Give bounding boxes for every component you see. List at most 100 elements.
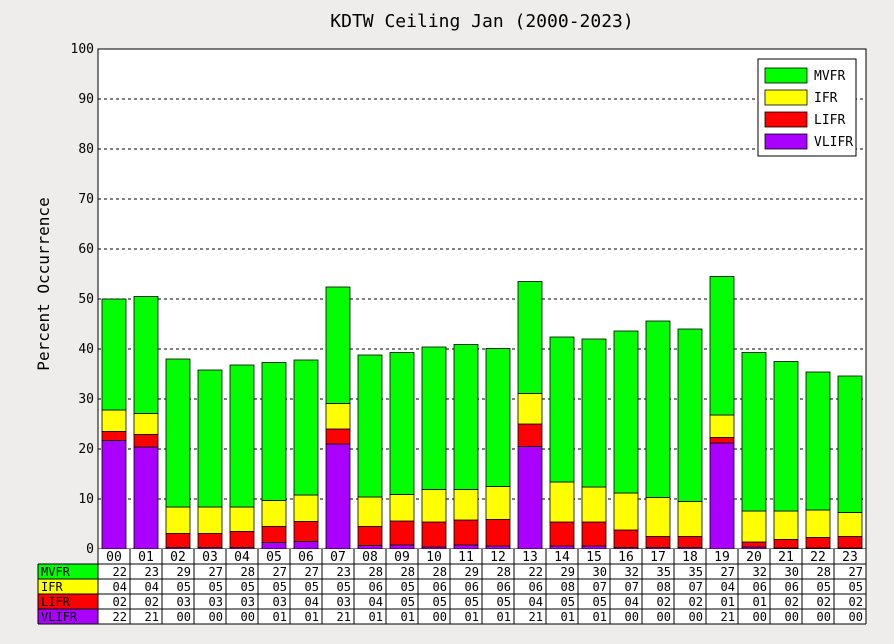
y-tick-label: 50 xyxy=(78,292,94,307)
x-tick-label-02: 02 xyxy=(170,550,186,565)
y-tick-label: 90 xyxy=(78,92,94,107)
table-cell: 06 xyxy=(433,580,447,594)
bar-lifr-17 xyxy=(645,536,671,548)
table-cell: 08 xyxy=(561,580,575,594)
bar-mvfr-15 xyxy=(581,338,607,488)
table-cell: 04 xyxy=(369,595,383,609)
bar-mvfr-06 xyxy=(293,359,319,496)
table-cell: 03 xyxy=(241,595,255,609)
table-cell: 28 xyxy=(497,565,511,579)
table-cell: 27 xyxy=(305,565,319,579)
table-cell: 21 xyxy=(529,610,543,624)
x-tick-label-23: 23 xyxy=(842,550,858,565)
bar-mvfr-23 xyxy=(837,375,863,513)
bar-ifr-16 xyxy=(613,492,639,531)
table-cell: 27 xyxy=(721,565,735,579)
table-row-label-bg xyxy=(38,579,98,594)
table-row-label-bg xyxy=(38,564,98,579)
bar-lifr-12 xyxy=(485,519,511,547)
bar-lifr-02 xyxy=(165,533,191,548)
bar-mvfr-04 xyxy=(229,364,255,508)
table-cell: 05 xyxy=(337,580,351,594)
table-cell: 06 xyxy=(529,580,543,594)
bar-mvfr-21 xyxy=(773,361,799,512)
bar-ifr-09 xyxy=(389,494,415,522)
table-cell: 06 xyxy=(497,580,511,594)
x-tick-label-07: 07 xyxy=(330,550,346,565)
legend-label-vlifr: VLIFR xyxy=(814,135,853,150)
bar-vlifr-06 xyxy=(293,541,319,550)
table-cell: 00 xyxy=(785,610,799,624)
table-cell: 04 xyxy=(113,580,127,594)
bar-vlifr-13 xyxy=(517,446,543,550)
y-axis-ticks: 0 10 20 30 40 50 60 70 80 90 100 xyxy=(71,42,94,557)
table-cell: 00 xyxy=(689,610,703,624)
y-tick-label: 10 xyxy=(78,492,94,507)
bar-lifr-13 xyxy=(517,423,543,447)
bar-ifr-01 xyxy=(133,413,159,435)
bar-mvfr-08 xyxy=(357,354,383,498)
table-cell: 06 xyxy=(465,580,479,594)
table-cell: 02 xyxy=(689,595,703,609)
x-tick-label-00: 00 xyxy=(106,550,122,565)
bar-lifr-18 xyxy=(677,536,703,548)
table-cell: 00 xyxy=(433,610,447,624)
bar-mvfr-18 xyxy=(677,328,703,502)
table-cell: 07 xyxy=(689,580,703,594)
table-cell: 04 xyxy=(721,580,735,594)
table-cell: 35 xyxy=(689,565,703,579)
table-cell: 02 xyxy=(145,595,159,609)
bar-lifr-15 xyxy=(581,521,607,547)
table-cell: 03 xyxy=(209,595,223,609)
table-cell: 05 xyxy=(273,580,287,594)
bar-mvfr-22 xyxy=(805,371,831,511)
table-cell: 30 xyxy=(785,565,799,579)
table-cell: 28 xyxy=(401,565,415,579)
table-cell: 27 xyxy=(209,565,223,579)
bar-vlifr-11 xyxy=(453,544,479,550)
bar-mvfr-11 xyxy=(453,344,479,490)
bar-lifr-08 xyxy=(357,526,383,546)
table-cell: 00 xyxy=(625,610,639,624)
bar-ifr-17 xyxy=(645,497,671,537)
x-tick-label-17: 17 xyxy=(650,550,666,565)
table-cell: 06 xyxy=(785,580,799,594)
legend-label-lifr: LIFR xyxy=(814,113,845,128)
table-cell: 05 xyxy=(849,580,863,594)
bar-ifr-15 xyxy=(581,486,607,523)
bar-lifr-14 xyxy=(549,521,575,547)
legend-swatch-vlifr xyxy=(764,133,808,150)
table-cell: 02 xyxy=(657,595,671,609)
bar-lifr-19 xyxy=(709,437,735,444)
table-cell: 22 xyxy=(113,610,127,624)
bar-ifr-20 xyxy=(741,510,767,543)
table-cell: 01 xyxy=(721,595,735,609)
table-row-label-mvfr: MVFR xyxy=(41,565,71,579)
table-cell: 02 xyxy=(817,595,831,609)
bar-ifr-08 xyxy=(357,496,383,527)
bar-lifr-16 xyxy=(613,529,639,548)
bar-ifr-06 xyxy=(293,494,319,522)
x-tick-label-06: 06 xyxy=(298,550,314,565)
bar-mvfr-09 xyxy=(389,352,415,495)
table-cell: 28 xyxy=(369,565,383,579)
table-cell: 04 xyxy=(625,595,639,609)
table-cell: 07 xyxy=(625,580,639,594)
table-cell: 05 xyxy=(561,595,575,609)
x-tick-label-03: 03 xyxy=(202,550,218,565)
bar-ifr-19 xyxy=(709,414,735,438)
table-cell: 03 xyxy=(177,595,191,609)
bar-lifr-03 xyxy=(197,533,223,548)
x-tick-label-22: 22 xyxy=(810,550,826,565)
table-row-label-lifr: LIFR xyxy=(41,595,71,609)
y-axis-label: Percent Occurrence xyxy=(34,197,53,370)
bar-ifr-12 xyxy=(485,486,511,520)
table-cell: 28 xyxy=(241,565,255,579)
bar-mvfr-20 xyxy=(741,352,767,512)
table-cell: 23 xyxy=(145,565,159,579)
x-tick-label-16: 16 xyxy=(618,550,634,565)
bar-ifr-21 xyxy=(773,510,799,540)
table-cell: 05 xyxy=(593,595,607,609)
bar-lifr-00 xyxy=(101,431,127,441)
table-cell: 21 xyxy=(721,610,735,624)
